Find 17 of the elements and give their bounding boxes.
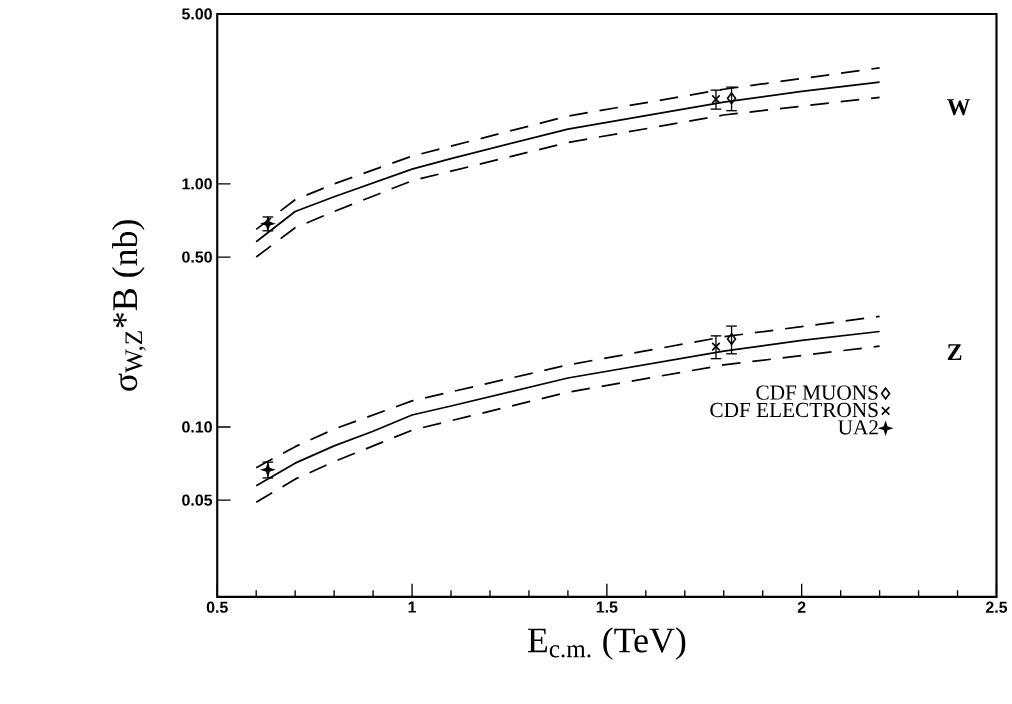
y-axis-title: σ$_{W,Z}$*B (nb) xyxy=(112,220,146,392)
annotation: Z xyxy=(947,344,962,361)
x-tick-label: 2.5 xyxy=(985,601,1008,614)
y-tick-label: 0.10 xyxy=(182,421,212,433)
y-tick-label: 5.00 xyxy=(182,8,212,20)
x-axis-title: E$_{c.m.}$ (TeV) xyxy=(527,627,686,661)
legend-label: UA2 xyxy=(838,420,878,435)
y-tick-label: 1.00 xyxy=(182,178,212,190)
x-tick-label: 0.5 xyxy=(206,601,228,614)
y-tick-label: 0.50 xyxy=(182,251,212,263)
y-tick-label: 0.05 xyxy=(182,494,213,507)
annotation: W xyxy=(946,99,971,116)
x-tick-label: 1 xyxy=(408,601,417,613)
x-tick-label: 1.5 xyxy=(596,601,618,613)
legend-label: CDF ELECTRONS xyxy=(710,403,878,418)
x-tick-label: 2 xyxy=(797,601,806,613)
legend-label: CDF MUONS xyxy=(756,385,878,400)
